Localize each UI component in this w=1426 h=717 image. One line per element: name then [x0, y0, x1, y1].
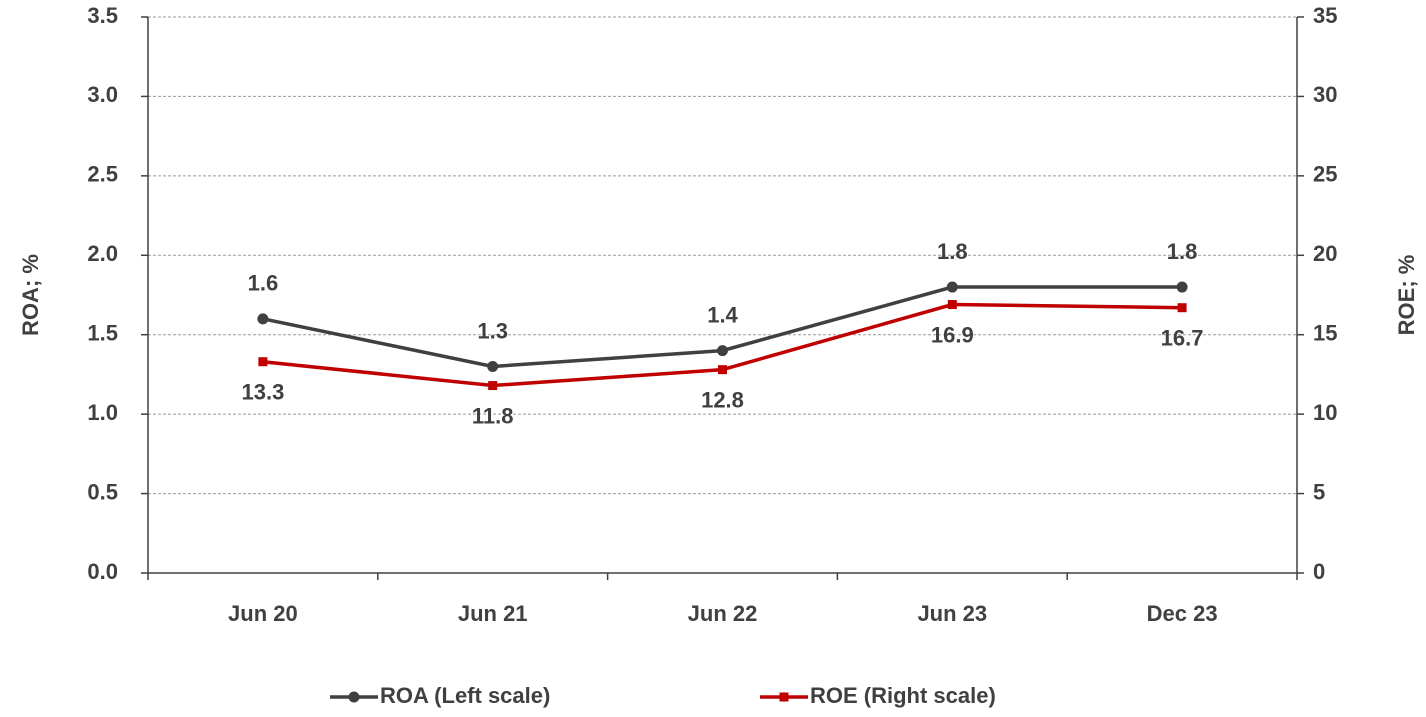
- y2-tick-label: 0: [1313, 559, 1325, 584]
- y2-tick-label: 15: [1313, 321, 1337, 346]
- x-tick-label: Jun 20: [228, 601, 298, 626]
- y2-axis-title: ROE; %: [1394, 255, 1419, 336]
- data-label: 1.3: [477, 318, 508, 343]
- y2-tick-label: 30: [1313, 82, 1337, 107]
- marker: [487, 360, 499, 372]
- y-axis-title: ROA; %: [18, 254, 43, 336]
- y-tick-label: 0.0: [87, 559, 118, 584]
- x-tick-label: Jun 21: [458, 601, 528, 626]
- legend-label: ROA (Left scale): [380, 683, 550, 708]
- x-tick-label: Jun 22: [688, 601, 758, 626]
- y-tick-label: 0.5: [87, 479, 118, 504]
- y2-tick-label: 10: [1313, 400, 1337, 425]
- data-label: 13.3: [241, 380, 284, 405]
- y2-tick-label: 5: [1313, 479, 1325, 504]
- data-label: 1.4: [707, 302, 738, 327]
- legend-marker: [348, 691, 360, 703]
- legend-label: ROE (Right scale): [810, 683, 996, 708]
- data-label: 1.8: [1167, 239, 1198, 264]
- y-tick-label: 1.0: [87, 400, 118, 425]
- data-label: 11.8: [472, 403, 514, 428]
- marker: [488, 381, 498, 391]
- marker: [257, 313, 269, 325]
- y-tick-label: 2.0: [87, 241, 118, 266]
- data-label: 1.6: [248, 271, 279, 296]
- y2-tick-label: 20: [1313, 241, 1337, 266]
- marker: [1176, 281, 1188, 293]
- legend-marker: [779, 692, 789, 702]
- y-tick-label: 1.5: [87, 321, 118, 346]
- marker: [946, 281, 958, 293]
- y-tick-label: 3.0: [87, 82, 118, 107]
- x-tick-label: Dec 23: [1147, 601, 1218, 626]
- y2-tick-label: 25: [1313, 162, 1337, 187]
- marker: [947, 300, 957, 310]
- data-label: 1.8: [937, 239, 968, 264]
- marker: [718, 365, 727, 375]
- x-tick-label: Jun 23: [917, 601, 987, 626]
- y-tick-label: 3.5: [87, 3, 118, 28]
- marker: [258, 357, 268, 367]
- data-label: 16.7: [1161, 326, 1204, 351]
- data-label: 16.9: [931, 322, 974, 347]
- y-tick-label: 2.5: [87, 162, 118, 187]
- marker: [717, 345, 728, 357]
- y2-tick-label: 35: [1313, 3, 1337, 28]
- data-label: 12.8: [701, 387, 744, 412]
- marker: [1177, 303, 1187, 313]
